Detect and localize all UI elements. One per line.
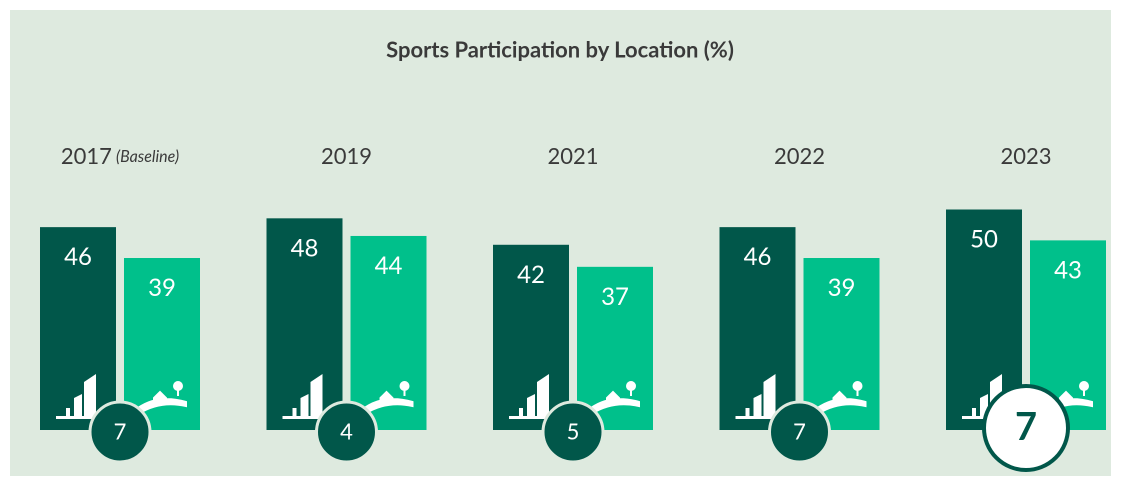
category: 2019 bbox=[321, 142, 372, 169]
city-icon bbox=[66, 374, 96, 416]
tree bbox=[173, 381, 183, 391]
value-label: 44 bbox=[375, 251, 403, 280]
gap-badge bbox=[88, 400, 152, 464]
value-label: 46 bbox=[64, 242, 92, 271]
ground bbox=[56, 416, 100, 419]
value-label: 39 bbox=[828, 273, 856, 302]
value-label: 46 bbox=[744, 242, 772, 271]
x-tick-label: 2019 bbox=[321, 142, 372, 169]
category-note: (Baseline) bbox=[116, 147, 179, 166]
gap-badge bbox=[541, 400, 605, 464]
gap-label: 4 bbox=[340, 418, 353, 445]
city-icon bbox=[745, 374, 776, 416]
gap-badge bbox=[315, 400, 378, 464]
gap-badge bbox=[982, 384, 1070, 472]
category: 2023 bbox=[1000, 142, 1051, 169]
ground bbox=[735, 416, 780, 419]
gap-badge bbox=[768, 400, 831, 464]
x-tick-label: 2017 (Baseline) bbox=[61, 142, 179, 169]
tree bbox=[626, 381, 636, 391]
city-icon bbox=[519, 374, 549, 416]
gap-label: 7 bbox=[793, 418, 806, 445]
ground bbox=[509, 416, 553, 419]
city-icon bbox=[292, 374, 323, 416]
value-label: 39 bbox=[148, 273, 176, 302]
value-label: 37 bbox=[601, 282, 629, 311]
category: 2017 bbox=[61, 142, 112, 169]
tree bbox=[399, 381, 410, 391]
category: 2022 bbox=[774, 142, 825, 169]
gap-label: 7 bbox=[114, 418, 127, 445]
chart-title: Sports Participation by Location (%) bbox=[386, 36, 734, 63]
x-tick-label: 2022 bbox=[774, 142, 825, 169]
x-tick-label: 2021 bbox=[547, 142, 598, 169]
tree bbox=[1079, 381, 1089, 391]
x-tick-label: 2023 bbox=[1000, 142, 1051, 169]
category: 2021 bbox=[547, 142, 598, 169]
gap-label: 7 bbox=[1015, 403, 1037, 449]
gap-label: 5 bbox=[567, 418, 580, 445]
value-label: 50 bbox=[970, 225, 998, 254]
value-label: 48 bbox=[291, 233, 319, 262]
bar bbox=[266, 218, 343, 430]
tree bbox=[852, 381, 863, 391]
value-label: 42 bbox=[517, 260, 545, 289]
ground bbox=[282, 416, 327, 419]
value-label: 43 bbox=[1054, 255, 1082, 284]
